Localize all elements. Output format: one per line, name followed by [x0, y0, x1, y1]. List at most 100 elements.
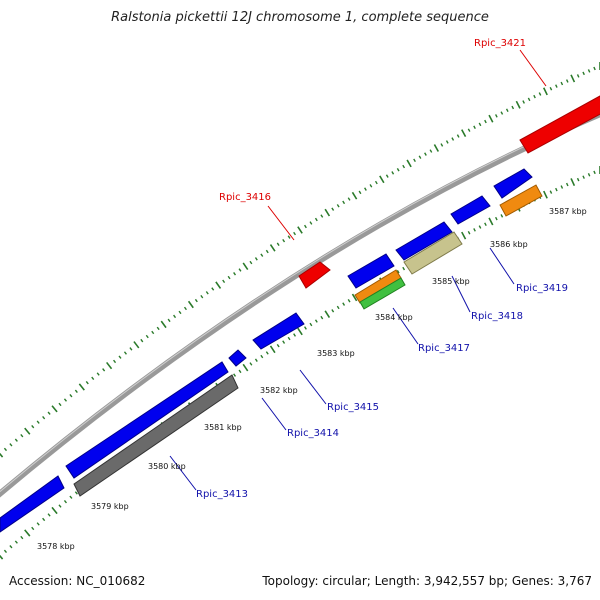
gene-rpic-3413[interactable]	[0, 475, 65, 533]
outer-ruler-tick	[254, 257, 258, 261]
outer-ruler-tick	[63, 398, 68, 402]
tick-label-3585: 3585 kbp	[432, 277, 470, 286]
outer-ruler-tick	[96, 372, 100, 376]
accession-text: Accession: NC_010682	[9, 574, 146, 588]
inner-ruler-tick	[282, 340, 286, 344]
outer-ruler-tick	[85, 380, 89, 385]
outer-ruler-tick	[211, 287, 215, 291]
inner-ruler-tick	[342, 302, 346, 306]
inner-ruler-tick	[36, 522, 40, 526]
outer-ruler-tick	[269, 244, 276, 252]
summary-text: Topology: circular; Length: 3,942,557 bp…	[262, 574, 592, 588]
inner-ruler-tick	[467, 230, 471, 235]
gene-label-rpic-3418[interactable]: Rpic_3418	[471, 311, 523, 322]
outer-ruler-tick	[47, 411, 51, 415]
outer-ruler-tick	[118, 355, 122, 359]
inner-ruler-tick	[336, 305, 340, 310]
gene-label-rpic-3414[interactable]: Rpic_3414	[287, 428, 339, 439]
gene-rpic-3415[interactable]	[65, 361, 229, 479]
inner-ruler-tick	[9, 545, 13, 549]
inner-ruler-tick	[31, 526, 35, 531]
map-title: Ralstonia pickettii 12J chromosome 1, co…	[111, 10, 489, 25]
gene-blue-b[interactable]	[450, 195, 491, 225]
outer-ruler-tick	[215, 281, 222, 289]
outer-ruler-tick	[200, 294, 204, 299]
outer-ruler-tick	[51, 405, 58, 413]
outer-ruler-tick	[156, 326, 160, 331]
outer-ruler	[0, 62, 600, 458]
tick-label-3583: 3583 kbp	[317, 349, 355, 358]
gene-rpic-3416[interactable]	[298, 261, 331, 289]
inner-ruler-tick	[582, 175, 585, 179]
inner-ruler-tick	[560, 185, 564, 189]
outer-ruler-tick	[129, 347, 133, 351]
outer-ruler-tick	[102, 368, 106, 372]
inner-ruler-tick	[3, 549, 8, 554]
outer-ruler-tick	[549, 86, 553, 91]
outer-ruler-tick	[440, 143, 444, 147]
gene-blue-d[interactable]	[347, 253, 395, 289]
outer-ruler-tick	[488, 114, 494, 123]
gene-rpic-3414[interactable]	[73, 374, 239, 497]
inner-ruler-tick	[69, 495, 73, 499]
inner-ruler-tick	[233, 373, 237, 377]
outer-ruler-tick	[74, 389, 78, 393]
outer-ruler-tick	[167, 318, 171, 323]
outer-ruler-tick	[478, 122, 482, 127]
outer-ruler-tick	[587, 69, 591, 73]
outer-ruler-tick	[297, 226, 303, 234]
inner-ruler-tick	[293, 333, 297, 337]
outer-ruler-tick	[473, 125, 476, 130]
gene-label-rpic-3415[interactable]: Rpic_3415	[327, 402, 379, 413]
outer-ruler-tick	[9, 443, 13, 447]
leader-rpic-3416	[267, 205, 295, 241]
inner-ruler-tick	[242, 363, 249, 372]
outer-ruler-tick	[276, 242, 280, 246]
outer-ruler-tick	[0, 452, 4, 458]
gene-label-rpic-3416[interactable]: Rpic_3416	[219, 192, 271, 203]
outer-ruler-tick	[69, 393, 73, 398]
outer-ruler-tick	[560, 81, 564, 86]
leader-rpic-3419	[489, 247, 515, 285]
outer-ruler-tick	[451, 137, 455, 141]
gene-rpic-3417-green[interactable]	[359, 277, 406, 310]
gene-rpic-3419[interactable]	[499, 184, 543, 217]
outer-ruler-tick	[282, 238, 286, 243]
inner-ruler-tick	[565, 182, 569, 187]
inner-ruler-tick	[63, 499, 68, 504]
outer-ruler-tick	[78, 383, 85, 391]
gene-label-rpic-3413[interactable]: Rpic_3413	[196, 489, 248, 500]
tick-label-3587: 3587 kbp	[549, 207, 587, 216]
outer-ruler-tick	[160, 320, 167, 329]
inner-ruler-tick	[495, 216, 498, 221]
tick-label-3578: 3578 kbp	[37, 542, 75, 551]
gene-blue-c[interactable]	[395, 221, 453, 261]
outer-ruler-tick	[314, 217, 318, 222]
outer-ruler-tick	[433, 144, 440, 152]
inner-ruler-tick	[265, 351, 269, 355]
gene-label-rpic-3417[interactable]: Rpic_3417	[418, 343, 470, 354]
outer-ruler-tick	[369, 184, 373, 188]
gene-blue-a[interactable]	[493, 168, 533, 199]
inner-ruler-tick	[576, 177, 580, 182]
gene-rpic-3418[interactable]	[403, 231, 463, 275]
inner-ruler-tick	[51, 506, 58, 515]
outer-ruler-tick	[151, 330, 155, 335]
gene-label-rpic-3421[interactable]: Rpic_3421	[474, 38, 526, 49]
leader-rpic-3418	[451, 275, 471, 313]
tick-label-3581: 3581 kbp	[204, 423, 242, 432]
inner-ruler	[0, 166, 600, 560]
gene-label-rpic-3419[interactable]: Rpic_3419	[516, 283, 568, 294]
outer-ruler-tick	[402, 164, 406, 169]
leader-rpic-3421	[519, 49, 547, 87]
outer-ruler-tick	[347, 197, 351, 201]
gene-rpic-3421[interactable]	[519, 95, 600, 154]
gene-blue-f[interactable]	[228, 349, 247, 367]
outer-ruler-tick	[205, 291, 209, 295]
outer-ruler-tick	[484, 119, 487, 124]
outer-ruler-tick	[187, 300, 194, 309]
tick-label-3584: 3584 kbp	[375, 313, 413, 322]
outer-ruler-tick	[227, 275, 231, 280]
gene-blue-e[interactable]	[252, 312, 305, 350]
